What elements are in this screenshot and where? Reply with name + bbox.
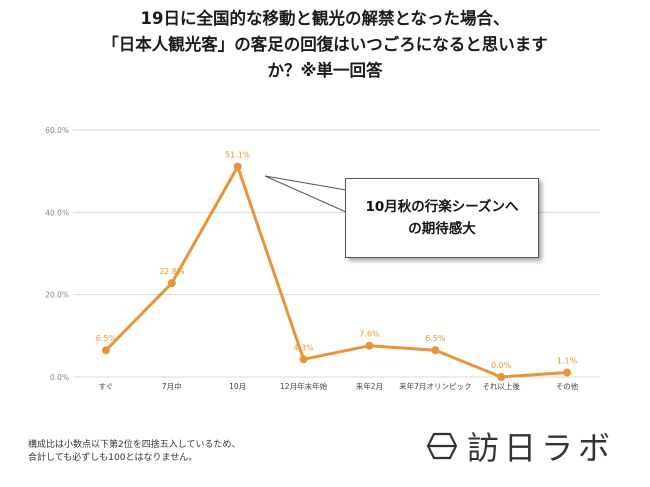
data-label: 6.5%: [96, 334, 117, 343]
data-point: [299, 355, 308, 364]
x-tick-label: すぐ: [98, 382, 113, 391]
y-tick-label: 40.0%: [45, 208, 69, 217]
footnote-line-2: 合計しても必ずしも100とはなりません。: [28, 453, 198, 463]
callout-box: 10月秋の行楽シーズンへ の期待感大: [345, 178, 539, 258]
callout-pointer: [264, 175, 347, 213]
logo: 訪日ラボ: [425, 423, 615, 469]
x-tick-label: 7月中: [162, 381, 182, 391]
data-point: [563, 368, 572, 377]
data-label: 6.5%: [425, 334, 446, 343]
data-label: 0.0%: [491, 361, 512, 370]
x-tick-label: 12月年末年始: [280, 381, 328, 391]
x-tick-label: 10月: [229, 382, 246, 391]
data-label: 4.3%: [293, 343, 314, 352]
callout-line-2: の期待感大: [408, 221, 476, 237]
x-tick-label: 来年7月オリンピック: [399, 381, 471, 391]
data-label: 7.6%: [359, 330, 380, 339]
title-line-3: か？※単一回答: [267, 61, 383, 80]
data-point: [101, 346, 110, 355]
footnote-line-1: 構成比は小数点以下第2位を四捨五入しているため、: [28, 440, 241, 450]
footnote: 構成比は小数点以下第2位を四捨五入しているため、 合計しても必ずしも100とはな…: [28, 439, 240, 465]
data-label: 1.1%: [557, 356, 578, 365]
y-tick-label: 20.0%: [45, 291, 69, 300]
title-line-2: 「日本人観光客」の客足の回復はいつごろになると思います: [102, 35, 548, 54]
x-tick-label: それ以上後: [482, 381, 520, 391]
box-icon: [426, 432, 458, 460]
data-point: [365, 341, 374, 350]
data-point: [497, 373, 506, 381]
logo-text: 訪日ラボ: [467, 429, 616, 467]
x-tick-label: その他: [556, 381, 579, 391]
y-tick-label: 0.0%: [50, 373, 69, 382]
callout-line-1: 10月秋の行楽シーズンへ: [365, 199, 519, 215]
series-line: [104, 165, 568, 379]
data-label: 22.8%: [159, 267, 185, 276]
chart-title: 19日に全国的な移動と観光の解禁となった場合、 「日本人観光客」の客足の回復はい…: [0, 6, 650, 84]
title-line-1: 19日に全国的な移動と観光の解禁となった場合、: [140, 9, 510, 28]
y-tick-label: 60.0%: [45, 126, 69, 135]
data-point: [167, 279, 176, 288]
x-tick-label: 来年2月: [356, 381, 383, 391]
data-point: [431, 346, 440, 355]
data-label: 51.1%: [225, 151, 251, 160]
data-point: [233, 162, 242, 171]
